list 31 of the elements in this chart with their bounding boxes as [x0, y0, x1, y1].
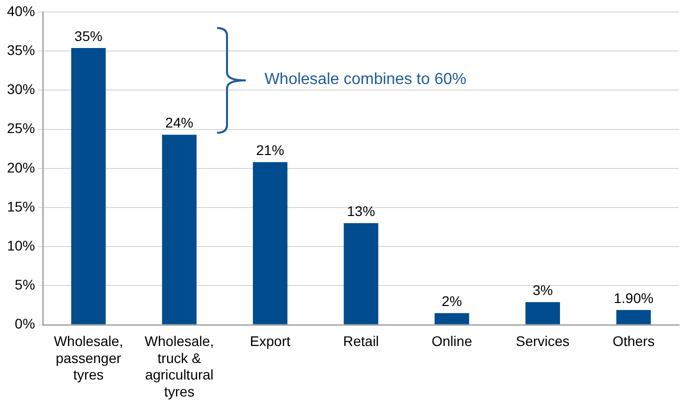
annotation: Wholesale combines to 60%	[264, 71, 466, 90]
data-label: 1.90%	[614, 290, 654, 306]
x-tick-label: Others	[612, 333, 655, 350]
y-tick-label: 40%	[6, 2, 36, 19]
y-tick-label: 20%	[6, 159, 36, 176]
x-tick-label: Online	[432, 333, 472, 350]
y-tick-label: 35%	[6, 42, 36, 58]
y-tick-label: 15%	[6, 198, 36, 214]
data-label: 21%	[256, 142, 284, 158]
bar	[525, 302, 560, 324]
bar	[434, 313, 470, 324]
x-tick-label: Wholesale, passenger tyres	[54, 333, 124, 383]
x-tick-label: Export	[250, 333, 290, 350]
data-label: 2%	[442, 292, 462, 309]
y-tick-label: 25%	[6, 120, 36, 136]
x-tick-label: Retail	[343, 333, 379, 350]
data-label: 13%	[346, 203, 376, 219]
y-tick-label: 30%	[6, 81, 36, 98]
x-tick-label: Wholesale, truck & agricultural tyres	[144, 333, 214, 400]
data-label: 24%	[165, 114, 194, 131]
y-tick-label: 5%	[14, 276, 36, 293]
bar	[252, 162, 288, 324]
y-tick-label: 0%	[14, 316, 36, 332]
data-label: 3%	[532, 282, 553, 298]
data-label: 35%	[74, 28, 102, 44]
bar	[71, 48, 106, 324]
y-tick-label: 10%	[6, 237, 36, 254]
bar	[344, 223, 378, 324]
bar	[162, 134, 197, 324]
x-tick-label: Services	[516, 333, 570, 350]
bar	[616, 310, 651, 324]
